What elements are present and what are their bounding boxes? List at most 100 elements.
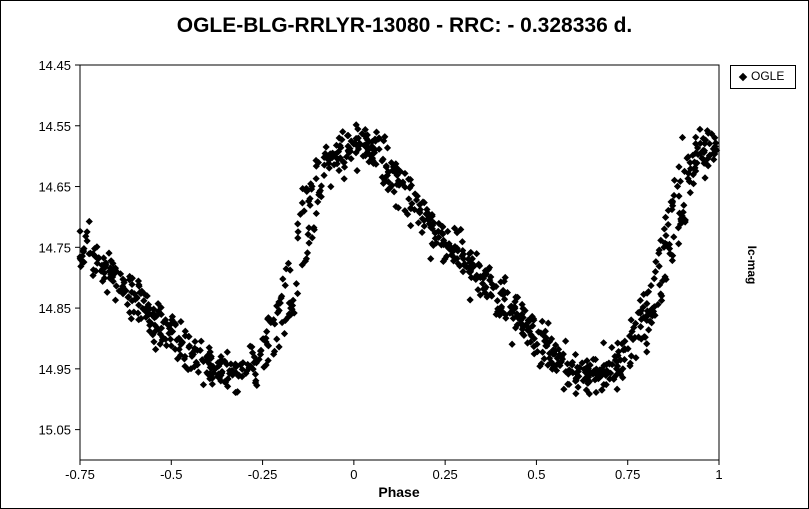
data-point <box>530 335 538 343</box>
data-point <box>171 321 180 329</box>
data-point <box>500 295 509 303</box>
data-point <box>398 180 407 188</box>
data-point <box>120 276 128 285</box>
data-point <box>89 266 97 274</box>
data-point <box>696 125 704 133</box>
data-point <box>260 363 268 371</box>
data-point <box>125 276 134 284</box>
data-point <box>511 303 519 311</box>
data-point <box>582 374 590 382</box>
data-point <box>650 311 658 319</box>
x-tick-label: 0 <box>350 467 357 482</box>
data-point <box>552 361 560 370</box>
data-point <box>548 365 556 373</box>
data-point <box>344 142 352 150</box>
legend-label-ogle: OGLE <box>751 69 785 83</box>
data-point <box>537 360 546 368</box>
data-point <box>177 318 185 326</box>
data-point <box>207 352 215 361</box>
data-point <box>492 310 500 318</box>
data-point <box>572 390 580 398</box>
data-point <box>689 180 698 188</box>
data-point <box>335 166 343 175</box>
x-tick-label: -0.25 <box>248 467 278 482</box>
data-point <box>533 340 541 348</box>
data-points <box>76 121 721 398</box>
y-tick-label: 14.85 <box>38 301 71 316</box>
data-point <box>143 292 151 300</box>
data-point <box>79 246 87 255</box>
data-point <box>181 327 189 335</box>
data-point <box>517 316 525 325</box>
data-point <box>684 175 692 183</box>
data-point <box>294 234 302 242</box>
data-point <box>626 332 634 340</box>
data-point <box>668 256 676 265</box>
data-point <box>668 197 677 205</box>
data-point <box>662 231 670 240</box>
data-point <box>189 350 197 358</box>
data-point <box>467 248 475 257</box>
data-point <box>100 269 108 277</box>
data-point <box>305 239 313 247</box>
x-tick-label: -0.5 <box>160 467 182 482</box>
data-point <box>314 158 323 167</box>
data-point <box>493 297 502 305</box>
data-point <box>684 169 693 177</box>
data-point <box>670 233 678 241</box>
data-point <box>568 368 576 376</box>
data-point <box>585 377 594 386</box>
data-point <box>660 225 668 233</box>
data-point <box>136 288 144 297</box>
data-point <box>312 209 320 218</box>
data-point <box>468 255 476 263</box>
data-point <box>332 154 341 162</box>
data-point <box>534 328 543 336</box>
data-point <box>662 275 670 284</box>
data-point <box>529 322 537 330</box>
data-point <box>429 221 437 229</box>
data-point <box>416 209 424 217</box>
data-point <box>111 296 120 304</box>
data-point <box>239 359 247 367</box>
data-point <box>157 303 165 312</box>
data-point <box>508 309 516 317</box>
data-point <box>303 187 311 195</box>
data-point <box>279 275 287 283</box>
data-point <box>547 358 556 366</box>
data-point <box>315 191 323 199</box>
data-point <box>580 365 588 373</box>
data-point <box>648 305 656 313</box>
data-point <box>298 261 306 269</box>
data-point <box>304 230 312 239</box>
data-point <box>465 268 474 276</box>
data-point <box>519 304 527 313</box>
data-point <box>317 182 325 190</box>
data-point <box>401 183 409 191</box>
data-point <box>650 275 658 283</box>
data-point <box>339 158 347 166</box>
data-point <box>286 266 294 274</box>
data-point <box>431 234 439 243</box>
data-point <box>362 134 371 143</box>
data-point <box>547 335 556 343</box>
data-point <box>135 316 143 324</box>
data-point <box>175 334 183 342</box>
data-point <box>544 361 552 369</box>
data-point <box>657 236 665 244</box>
data-point <box>171 345 179 353</box>
data-point <box>340 175 348 183</box>
data-point <box>636 309 644 317</box>
data-point <box>305 224 313 232</box>
data-point <box>150 338 158 346</box>
data-point <box>511 298 519 306</box>
data-point <box>557 358 565 366</box>
data-point <box>100 274 109 282</box>
data-point <box>501 311 510 319</box>
data-point <box>106 264 114 272</box>
data-point <box>512 324 520 332</box>
data-point <box>249 365 257 373</box>
data-point <box>365 158 373 166</box>
data-point <box>683 154 691 162</box>
data-point <box>327 183 335 191</box>
